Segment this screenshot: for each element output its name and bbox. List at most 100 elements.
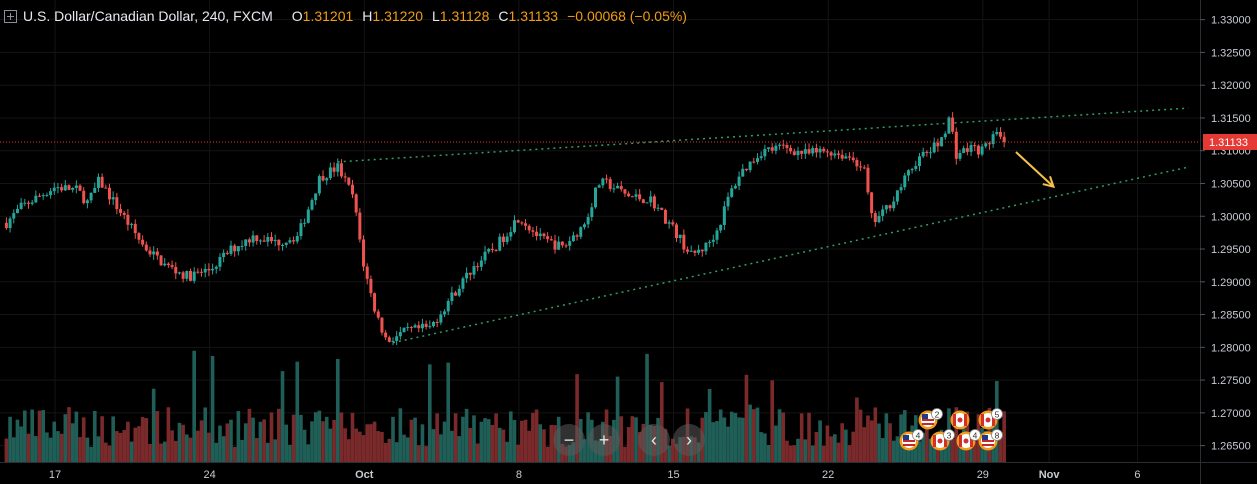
canada-flag-icon[interactable] bbox=[950, 410, 970, 430]
volume-bar bbox=[339, 412, 344, 462]
event-count-badge bbox=[912, 429, 924, 441]
canada-flag-icon[interactable]: 5 bbox=[978, 408, 1003, 430]
flag-bar bbox=[981, 414, 984, 426]
volume-bar bbox=[969, 446, 973, 462]
volume-bar bbox=[262, 419, 266, 462]
candle-body bbox=[12, 213, 16, 219]
candle-body bbox=[266, 237, 270, 242]
candle-body bbox=[840, 154, 844, 159]
candle-body bbox=[627, 193, 631, 197]
volume-bar bbox=[884, 413, 889, 462]
candle-body bbox=[74, 185, 78, 188]
candle-body bbox=[236, 246, 240, 252]
volume-bar bbox=[413, 417, 417, 462]
candle-body bbox=[656, 207, 660, 209]
candle-body bbox=[15, 208, 19, 214]
flag-canton bbox=[903, 435, 909, 440]
volume-bar bbox=[288, 444, 292, 462]
candle-body bbox=[133, 223, 137, 234]
candle-body bbox=[866, 167, 870, 193]
candle-body bbox=[119, 209, 123, 213]
candle-body bbox=[767, 147, 771, 149]
volume-bar bbox=[928, 438, 933, 462]
volume-bar bbox=[950, 439, 955, 462]
candle-body bbox=[100, 176, 104, 188]
volume-bar bbox=[74, 411, 79, 462]
zoom-in-button[interactable]: + bbox=[588, 424, 620, 456]
maple-leaf bbox=[957, 417, 963, 423]
candle-body bbox=[71, 187, 75, 190]
volume-bar bbox=[921, 432, 925, 462]
candle-body bbox=[557, 241, 561, 250]
volume-bar bbox=[254, 438, 259, 462]
candle-body bbox=[4, 222, 8, 229]
candle-body bbox=[339, 163, 343, 177]
canada-flag-icon[interactable]: 3 bbox=[930, 429, 955, 451]
candle-body bbox=[855, 160, 859, 167]
candle-body bbox=[546, 236, 550, 240]
price-tick-label: 1.29500 bbox=[1211, 244, 1251, 256]
scroll-right-button[interactable]: › bbox=[673, 424, 705, 456]
candle-body bbox=[34, 195, 38, 203]
candle-body bbox=[251, 235, 255, 243]
us-flag-icon[interactable]: 4 bbox=[899, 429, 924, 451]
us-flag-icon[interactable]: 8 bbox=[978, 429, 1003, 451]
candle-body bbox=[678, 234, 682, 239]
collapse-legend-icon[interactable] bbox=[4, 9, 17, 23]
volume-bar bbox=[405, 437, 410, 462]
scroll-left-button[interactable]: ‹ bbox=[638, 424, 670, 456]
price-tick-label: 1.29000 bbox=[1211, 277, 1251, 289]
candle-body bbox=[917, 156, 921, 167]
candle-body bbox=[490, 248, 494, 251]
candle-body bbox=[479, 260, 483, 267]
volume-bar bbox=[785, 440, 789, 462]
candle-body bbox=[185, 270, 189, 279]
volume-bar bbox=[214, 442, 219, 462]
event-count-badge bbox=[943, 429, 955, 441]
canada-flag-icon[interactable]: 4 bbox=[956, 429, 981, 451]
volume-bar bbox=[56, 431, 60, 462]
candle-body bbox=[49, 191, 53, 196]
candle-body bbox=[325, 178, 329, 181]
volume-bar bbox=[829, 436, 833, 462]
candle-body bbox=[240, 245, 244, 247]
volume-bar bbox=[873, 407, 878, 462]
flag-bar bbox=[953, 414, 956, 426]
volume-bar bbox=[81, 417, 86, 462]
zoom-out-button[interactable]: − bbox=[553, 424, 585, 456]
candle-body bbox=[314, 193, 318, 201]
volume-bar bbox=[667, 445, 671, 462]
volume-bar bbox=[424, 446, 428, 462]
volume-bar bbox=[523, 419, 528, 462]
volume-bar bbox=[89, 446, 93, 462]
candle-body bbox=[958, 152, 962, 159]
candle-body bbox=[170, 265, 174, 267]
volume-bar bbox=[718, 409, 723, 462]
candle-body bbox=[487, 248, 491, 252]
last-price-badge bbox=[1203, 134, 1257, 151]
candle-body bbox=[409, 327, 413, 329]
volume-bar bbox=[766, 445, 771, 462]
candle-body bbox=[303, 222, 307, 224]
price-tick-label: 1.26500 bbox=[1211, 441, 1251, 453]
flag-bar bbox=[959, 435, 962, 447]
candle-body bbox=[851, 157, 855, 161]
symbol-title[interactable]: U.S. Dollar/Canadian Dollar, 240, FXCM bbox=[23, 8, 273, 24]
volume-bar bbox=[243, 423, 248, 462]
price-tick-label: 1.27500 bbox=[1211, 375, 1251, 387]
volume-bar bbox=[221, 436, 226, 462]
candle-body bbox=[152, 251, 156, 255]
volume-bar bbox=[549, 424, 554, 462]
volume-bar bbox=[240, 439, 244, 462]
volume-bar bbox=[431, 429, 436, 462]
us-flag-icon[interactable]: 2 bbox=[918, 408, 943, 430]
candle-body bbox=[317, 176, 321, 194]
candle-body bbox=[719, 224, 723, 231]
candle-body bbox=[30, 202, 34, 204]
candle-body bbox=[269, 237, 273, 242]
volume-bar bbox=[409, 419, 414, 462]
candle-body bbox=[818, 148, 822, 153]
candle-body bbox=[214, 266, 218, 269]
candle-body bbox=[892, 201, 896, 209]
